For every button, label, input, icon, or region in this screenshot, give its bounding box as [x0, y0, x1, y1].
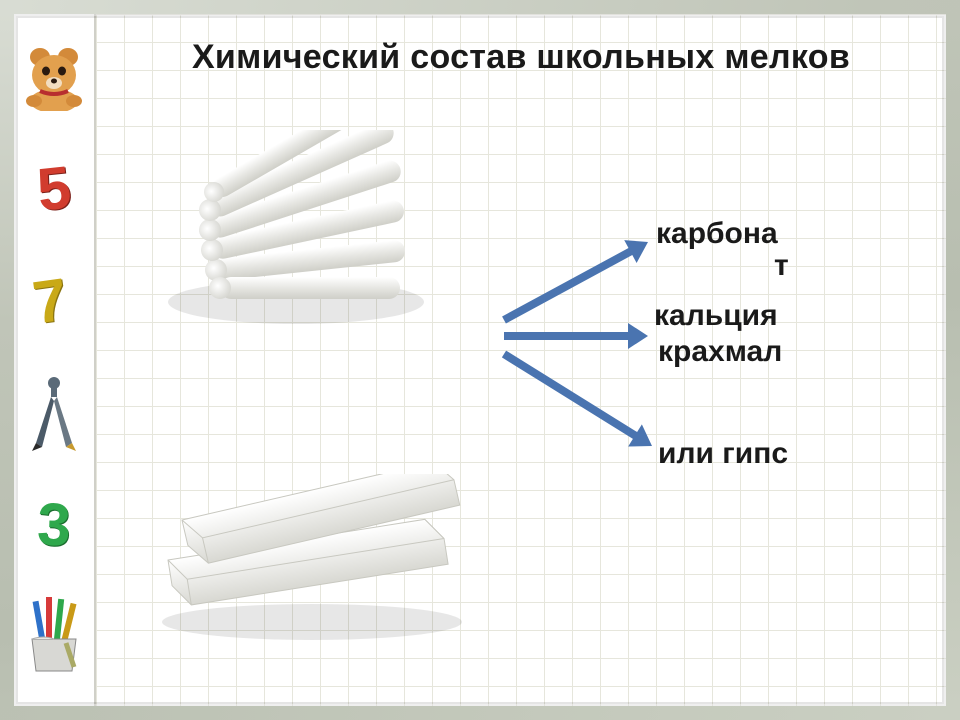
content-area: Химический состав школьных мелков [96, 14, 946, 706]
sidebar-digit-7: 7 [4, 240, 97, 362]
sidebar-toy [15, 20, 93, 132]
plush-toy-icon [18, 41, 90, 111]
compass-icon [20, 373, 88, 451]
pencil-cup-icon [18, 597, 90, 675]
sidebar-pencil-cup [15, 580, 93, 692]
sidebar-digit-5: 5 [9, 128, 98, 248]
sidebar: 5 7 3 [14, 14, 96, 706]
diagram-arrows [96, 14, 946, 706]
sidebar-digit-3: 3 [13, 467, 95, 582]
sidebar-compass [15, 356, 93, 468]
